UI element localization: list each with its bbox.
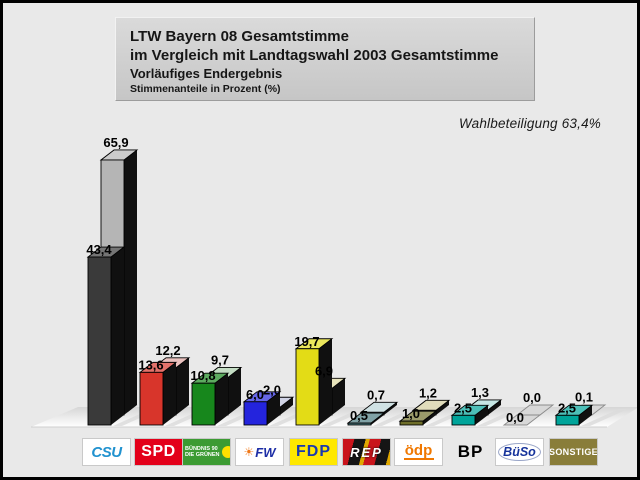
value-label-2008-SPD: 13,6 — [138, 357, 163, 372]
party-logo-csu: CSU — [83, 439, 130, 465]
party-logo-spd: SPD — [135, 439, 182, 465]
value-label-2008-SONSTIGE: 2,5 — [558, 400, 576, 415]
value-label-2003-FW: 2,0 — [263, 382, 281, 397]
fw-sun-icon: ☀ — [243, 445, 255, 459]
bar-2008-FDP — [294, 338, 334, 426]
sunflower-icon — [221, 446, 230, 458]
party-logo-oedp: ödp — [395, 439, 442, 465]
party-logo-gruene: BÜNDNIS 90 DIE GRÜNEN — [183, 439, 230, 465]
bar-shadow — [373, 409, 420, 426]
value-label-2003-BP: 1,3 — [471, 385, 489, 400]
bar-2008-BüSo — [502, 414, 542, 426]
bar-2008-BP — [450, 404, 490, 426]
value-label-2003-BüSo: 0,0 — [523, 390, 541, 405]
party-logo-fdp: FDP — [290, 439, 337, 465]
value-label-2003-SPD: 12,2 — [155, 343, 180, 358]
bar-2008-REP — [346, 412, 386, 426]
turnout-annotation: Wahlbeteiligung 63,4% — [458, 116, 601, 131]
value-label-2003-REP: 0,7 — [367, 387, 385, 402]
value-label-2008-BüSo: 0,0 — [506, 410, 524, 425]
value-label-2008-ödp: 1,0 — [402, 406, 420, 421]
bar-2008-SONSTIGE — [554, 404, 594, 426]
bar-2008-GRÜNE — [190, 372, 230, 426]
party-logo-rep: REP — [343, 439, 390, 465]
value-label-2003-FDP: 6,9 — [315, 363, 333, 378]
bar-shadow — [477, 409, 524, 426]
party-logo-bp: BP — [457, 442, 484, 461]
value-label-2003-SONSTIGE: 0,1 — [575, 390, 593, 405]
chart-title-line2: im Vergleich mit Landtagswahl 2003 Gesam… — [130, 47, 499, 64]
value-label-2008-GRÜNE: 10,8 — [190, 368, 215, 383]
bar-2008-ödp — [398, 410, 438, 426]
value-label-2008-FDP: 19,7 — [294, 334, 319, 349]
value-label-2008-BP: 2,5 — [454, 400, 472, 415]
bar-chart-canvas: 43,4 65,9 13,612,2 10,89,7 6,02,0 19,7 6,9 0,5 0… — [31, 135, 637, 428]
value-label-2003-ödp: 1,2 — [419, 385, 437, 400]
chart-unit-label: Stimmenanteile in Prozent (%) — [130, 83, 281, 95]
value-label-2008-CSU: 43,4 — [86, 242, 112, 257]
value-label-2003-CSU: 65,9 — [103, 135, 128, 150]
party-logo-fw: ☀ FW — [236, 439, 283, 465]
bar-2008-CSU — [86, 246, 126, 426]
party-logo-sonstige: SONSTIGE — [550, 439, 597, 465]
bar-2008-SPD — [138, 361, 178, 426]
value-label-2008-REP: 0,5 — [350, 408, 368, 423]
bar-shadow — [581, 409, 628, 426]
bar-shadow — [321, 409, 368, 426]
chart-title-box: LTW Bayern 08 Gesamtstimme im Vergleich … — [115, 17, 535, 101]
oedp-subline — [403, 458, 434, 460]
chart-subtitle: Vorläufiges Endergebnis — [130, 66, 283, 81]
party-logo-bueso: BüSo — [496, 439, 543, 465]
value-label-2008-FW: 6,0 — [246, 387, 264, 402]
chart-title-line1: LTW Bayern 08 Gesamtstimme — [130, 28, 349, 45]
bar-2008-FW — [242, 391, 282, 426]
value-label-2003-GRÜNE: 9,7 — [211, 352, 229, 367]
